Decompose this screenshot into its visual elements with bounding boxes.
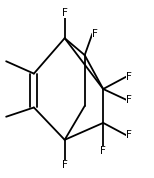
- Text: F: F: [126, 95, 132, 105]
- Text: F: F: [62, 160, 68, 170]
- Text: F: F: [100, 146, 106, 156]
- Text: F: F: [92, 28, 98, 39]
- Text: F: F: [126, 72, 132, 82]
- Text: F: F: [126, 130, 132, 140]
- Text: F: F: [62, 8, 68, 18]
